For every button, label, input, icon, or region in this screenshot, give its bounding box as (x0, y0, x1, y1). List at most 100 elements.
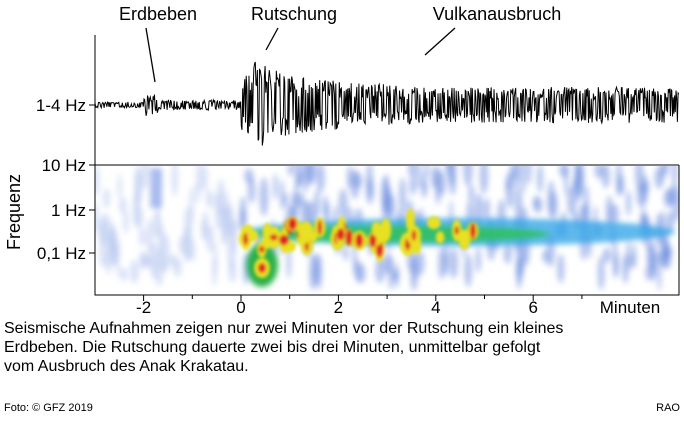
blob (597, 255, 605, 291)
blob (463, 166, 473, 187)
blob (448, 248, 459, 279)
blob (464, 253, 473, 288)
blob (189, 185, 195, 226)
hot (427, 216, 441, 230)
hot (247, 229, 259, 242)
blob (617, 175, 625, 196)
blob (247, 176, 256, 204)
blob (99, 240, 108, 268)
blob (196, 166, 203, 193)
blob (98, 223, 108, 247)
hot (298, 221, 314, 243)
blob (233, 218, 239, 235)
blob (468, 184, 475, 203)
blob (416, 166, 422, 189)
blob (671, 166, 678, 192)
author: RAO (656, 402, 680, 414)
pointer (265, 27, 279, 51)
hot (345, 229, 353, 246)
hot (317, 220, 322, 235)
blob (536, 166, 544, 193)
hot (288, 217, 297, 231)
blob (171, 166, 179, 197)
blob (574, 166, 585, 197)
blob (102, 188, 110, 209)
hot (458, 229, 471, 250)
blob (436, 171, 446, 197)
blob (286, 244, 292, 279)
blob (279, 179, 285, 211)
blob (665, 211, 675, 233)
blob (366, 166, 374, 198)
blob (547, 180, 555, 217)
hot (435, 231, 445, 244)
blob (273, 173, 278, 200)
blob (239, 196, 247, 230)
blob (350, 169, 360, 200)
blob (95, 166, 100, 197)
blob (95, 201, 99, 232)
blob (309, 254, 318, 291)
hot (454, 226, 459, 235)
pointer (424, 27, 456, 56)
blob (316, 254, 323, 290)
blob (132, 192, 140, 227)
hot (369, 233, 377, 248)
blob (445, 166, 455, 176)
blob (398, 177, 407, 216)
blob (112, 239, 121, 259)
time-tick-label: 2 (334, 298, 343, 317)
hot (470, 222, 476, 239)
blob (663, 189, 674, 208)
blob (651, 252, 657, 282)
blob (118, 196, 127, 214)
hot (258, 263, 266, 273)
blob (119, 268, 128, 281)
blob (605, 195, 614, 227)
blob (667, 246, 673, 259)
blob (356, 263, 366, 284)
blob (213, 242, 218, 275)
blob (140, 166, 149, 190)
time-tick-label: -2 (136, 298, 151, 317)
blob (421, 179, 428, 199)
caption-line: Erdbeben. Die Rutschung dauerte zwei bis… (4, 339, 541, 356)
pointer (145, 27, 156, 83)
blob (300, 200, 311, 228)
blob (664, 230, 669, 268)
blob (509, 166, 518, 180)
blob (641, 179, 650, 195)
blob (409, 176, 417, 195)
hot (279, 234, 289, 246)
blob (386, 194, 396, 219)
blob (583, 185, 590, 220)
blob (313, 189, 321, 219)
frequency-label: 1 Hz (51, 201, 86, 220)
blob (123, 210, 129, 234)
blob (563, 166, 569, 197)
annotation: Erdbeben (119, 4, 197, 24)
blob (205, 190, 215, 209)
time-tick-label: 4 (431, 298, 440, 317)
blob (375, 257, 385, 284)
time-unit: Minuten (600, 298, 660, 317)
blob (526, 166, 532, 185)
blob (479, 166, 489, 194)
hot (371, 221, 382, 237)
blob (154, 249, 164, 287)
blob (634, 166, 644, 192)
band (150, 168, 162, 208)
annotation: Vulkanausbruch (433, 4, 561, 24)
time-tick-label: 6 (528, 298, 537, 317)
blob (290, 191, 296, 221)
blob (442, 247, 447, 278)
blob (505, 176, 512, 191)
time-axis: -2 0 2 4 6 (136, 295, 583, 317)
blob (659, 166, 666, 182)
hot (355, 233, 364, 248)
blob (408, 166, 417, 180)
blob (138, 227, 146, 247)
blob (394, 262, 399, 289)
hotspots (238, 208, 479, 278)
